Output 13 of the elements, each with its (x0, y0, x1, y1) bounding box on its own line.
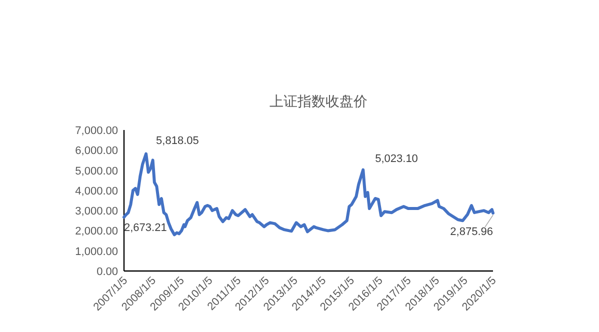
data-label: 2,875.96 (450, 226, 493, 238)
ytick: 2,000.00 (75, 226, 118, 238)
data-label: 2,673.21 (124, 222, 167, 234)
ytick: 0.00 (96, 266, 118, 278)
ytick: 1,000.00 (75, 246, 118, 258)
ytick: 7,000.00 (75, 125, 118, 137)
data-label: 5,023.10 (375, 152, 418, 165)
title: 上证指数收盘价 (270, 93, 368, 109)
ytick: 3,000.00 (75, 206, 118, 218)
ytick: 6,000.00 (75, 145, 118, 158)
ytick: 5,000.00 (75, 165, 118, 178)
ytick: 4,000.00 (75, 185, 118, 198)
data-label: 5,818.05 (156, 134, 199, 147)
